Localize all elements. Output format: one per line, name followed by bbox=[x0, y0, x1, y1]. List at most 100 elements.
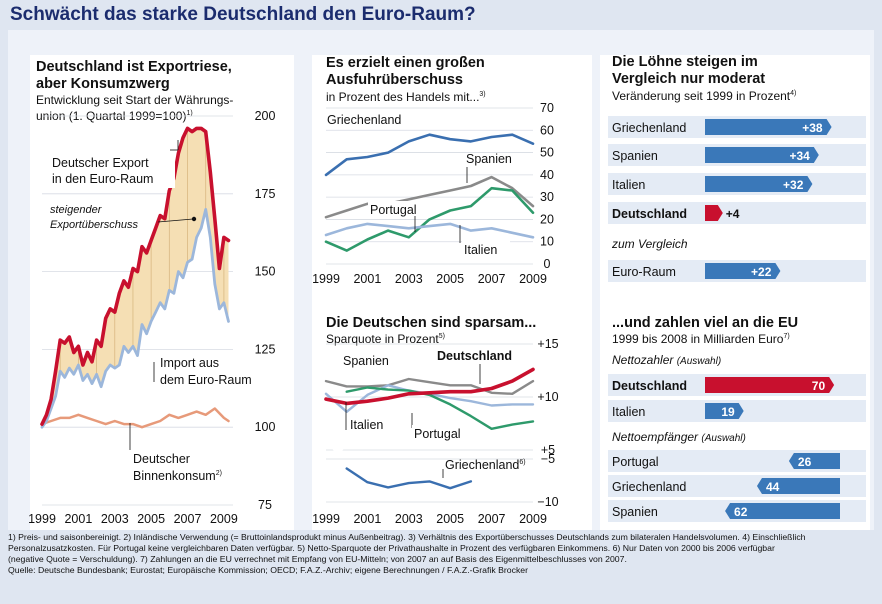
chart-subtitle: in Prozent des Handels mit...3) bbox=[326, 90, 486, 104]
y-tick-label: 40 bbox=[540, 168, 554, 182]
series-export bbox=[40, 126, 231, 426]
x-tick-label: 2005 bbox=[436, 512, 464, 526]
label-bg bbox=[412, 425, 474, 441]
callout-dot bbox=[191, 216, 197, 222]
y-tick-label: 125 bbox=[255, 342, 276, 356]
x-tick-label: 2001 bbox=[353, 512, 381, 526]
label-bg bbox=[368, 201, 430, 216]
bar-value-label: +38 bbox=[802, 121, 823, 135]
y-tick-label: 10 bbox=[540, 235, 554, 249]
annotation-text: Exportüberschuss bbox=[50, 219, 139, 231]
bar bbox=[705, 205, 723, 221]
footnote-line: Quelle: Deutsche Bundesbank; Eurostat; E… bbox=[8, 565, 529, 575]
bar bbox=[705, 119, 832, 135]
bar-value-label: 62 bbox=[734, 505, 748, 519]
footnote-line: (negative Quote = Verschuldung). 7) Zahl… bbox=[8, 554, 627, 564]
series-label-spanien: Spanien bbox=[466, 152, 512, 166]
series-label-import: dem Euro-Raum bbox=[160, 373, 252, 387]
x-tick-label: 2001 bbox=[64, 512, 92, 526]
y-tick-label: 150 bbox=[255, 265, 276, 279]
x-tick-label: 2009 bbox=[519, 512, 547, 526]
footnote-line: Personalzusatzkosten. Für Portugal keine… bbox=[8, 543, 775, 553]
y-tick-label: 75 bbox=[258, 498, 272, 512]
bar-value-label: +32 bbox=[783, 178, 804, 192]
axis-break bbox=[324, 443, 344, 453]
group-label: Nettoempfänger (Auswahl) bbox=[612, 430, 746, 444]
bar bbox=[705, 403, 744, 419]
y-tick-label: 175 bbox=[255, 187, 276, 201]
x-tick-label: 2007 bbox=[478, 512, 506, 526]
bar-value-label: +34 bbox=[789, 149, 810, 163]
bar-value-label: 19 bbox=[721, 405, 735, 419]
chart-title: Deutschland ist Exportriese, bbox=[36, 59, 232, 75]
bar-category-label: Deutschland bbox=[612, 379, 687, 393]
series-label-import: Import aus bbox=[160, 356, 219, 370]
series-line bbox=[324, 377, 535, 395]
chart-title: Es erzielt einen großen bbox=[326, 55, 485, 71]
y-tick-label: 60 bbox=[540, 123, 554, 137]
bar bbox=[788, 453, 840, 469]
chart-subtitle: Veränderung seit 1999 in Prozent4) bbox=[612, 89, 796, 103]
series-label-binnenkonsum: Deutscher bbox=[133, 452, 190, 466]
y-tick-label: −10 bbox=[537, 495, 558, 509]
y-tick-label: +5 bbox=[541, 443, 555, 457]
bar-category-label: Spanien bbox=[612, 505, 658, 519]
panel-middle bbox=[312, 55, 592, 530]
series-line bbox=[324, 133, 535, 177]
x-tick-label: 2005 bbox=[137, 512, 165, 526]
bar bbox=[705, 263, 781, 279]
series-label-portugal: Portugal bbox=[370, 203, 417, 217]
chart-title: Ausfuhrüberschuss bbox=[326, 72, 463, 88]
label-bg bbox=[47, 152, 175, 188]
y-tick-label: +15 bbox=[537, 337, 558, 351]
label-bg bbox=[158, 353, 250, 389]
bar bbox=[756, 478, 840, 494]
bar-category-label: Italien bbox=[612, 178, 645, 192]
y-tick-label: 30 bbox=[540, 190, 554, 204]
label-bg bbox=[340, 352, 396, 368]
chart-title: Vergleich nur moderat bbox=[612, 71, 765, 87]
label-bg bbox=[462, 241, 510, 257]
label-bg bbox=[326, 111, 418, 127]
y-tick-label: 0 bbox=[544, 257, 551, 271]
footnote-line: 1) Preis- und saisonbereinigt. 2) Inländ… bbox=[8, 532, 806, 542]
series-label-griechenland: Griechenland6) bbox=[445, 458, 526, 472]
bar-value-label: 26 bbox=[798, 455, 812, 469]
x-tick-label: 2005 bbox=[436, 272, 464, 286]
series-line bbox=[324, 175, 535, 219]
y-tick-label: +10 bbox=[537, 390, 558, 404]
series-label-spanien: Spanien bbox=[343, 354, 389, 368]
bar-value-label: 70 bbox=[812, 379, 826, 393]
bar bbox=[705, 176, 813, 192]
group-label: Nettozahler (Auswahl) bbox=[612, 353, 721, 367]
bar-category-label: Portugal bbox=[612, 455, 659, 469]
bar-value-label: +22 bbox=[751, 265, 772, 279]
x-tick-label: 1999 bbox=[312, 512, 340, 526]
x-tick-label: 2007 bbox=[478, 272, 506, 286]
x-tick-label: 2007 bbox=[174, 512, 202, 526]
y-tick-label: 50 bbox=[540, 146, 554, 160]
bar-category-label: Griechenland bbox=[612, 121, 686, 135]
bar-value-label: 44 bbox=[766, 480, 780, 494]
y-tick-label: 70 bbox=[540, 101, 554, 115]
bar-category-label: Spanien bbox=[612, 149, 658, 163]
footnotes: 1) Preis- und saisonbereinigt. 2) Inländ… bbox=[8, 532, 874, 576]
x-tick-label: 2009 bbox=[210, 512, 238, 526]
export-surplus-area bbox=[42, 128, 229, 428]
series-line bbox=[345, 386, 535, 430]
bar-category-label: Griechenland bbox=[612, 480, 686, 494]
compare-label: zum Vergleich bbox=[611, 237, 688, 251]
bar-category-label: Italien bbox=[612, 405, 645, 419]
y-tick-label: 100 bbox=[255, 420, 276, 434]
label-bg bbox=[348, 416, 396, 432]
series-line bbox=[345, 467, 473, 490]
bar bbox=[725, 503, 840, 519]
bar-category-label: Euro-Raum bbox=[612, 265, 676, 279]
chart-subtitle: Sparquote in Prozent5) bbox=[326, 332, 445, 346]
series-line-deutschland bbox=[324, 367, 535, 406]
callout-line bbox=[157, 218, 194, 223]
series-label-deutschland: Deutschland bbox=[437, 349, 512, 363]
series-binnenkonsum bbox=[40, 407, 230, 429]
x-tick-label: 2003 bbox=[395, 512, 423, 526]
